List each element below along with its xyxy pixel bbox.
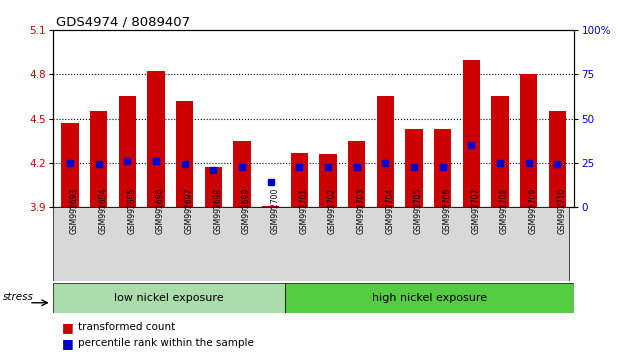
Text: GSM992704: GSM992704 bbox=[385, 188, 394, 234]
Text: high nickel exposure: high nickel exposure bbox=[372, 293, 487, 303]
Text: transformed count: transformed count bbox=[78, 322, 175, 332]
Bar bbox=[90, 111, 107, 207]
Bar bbox=[434, 129, 451, 207]
Text: stress: stress bbox=[3, 292, 34, 302]
Text: GSM992695: GSM992695 bbox=[127, 188, 136, 234]
Text: GSM992705: GSM992705 bbox=[414, 188, 423, 234]
Text: ■: ■ bbox=[62, 321, 74, 334]
Bar bbox=[285, 283, 574, 313]
Bar bbox=[377, 96, 394, 207]
Bar bbox=[61, 123, 79, 207]
Bar bbox=[291, 153, 308, 207]
Bar bbox=[176, 101, 193, 207]
Text: GSM992701: GSM992701 bbox=[299, 188, 308, 234]
Text: GSM992708: GSM992708 bbox=[500, 188, 509, 234]
Text: GSM992693: GSM992693 bbox=[70, 188, 79, 234]
Text: GSM992700: GSM992700 bbox=[271, 188, 279, 234]
Bar bbox=[205, 167, 222, 207]
Text: ■: ■ bbox=[62, 337, 74, 350]
Bar bbox=[233, 141, 250, 207]
Bar bbox=[491, 96, 509, 207]
Bar bbox=[548, 111, 566, 207]
Text: GSM992699: GSM992699 bbox=[242, 188, 251, 234]
Text: low nickel exposure: low nickel exposure bbox=[114, 293, 224, 303]
Bar bbox=[520, 74, 537, 207]
Bar bbox=[406, 129, 422, 207]
Text: GSM992697: GSM992697 bbox=[184, 188, 194, 234]
Text: GSM992707: GSM992707 bbox=[471, 188, 480, 234]
Text: GSM992696: GSM992696 bbox=[156, 188, 165, 234]
Bar bbox=[348, 141, 365, 207]
Bar bbox=[463, 59, 480, 207]
Bar bbox=[53, 283, 285, 313]
Text: percentile rank within the sample: percentile rank within the sample bbox=[78, 338, 253, 348]
Text: GSM992702: GSM992702 bbox=[328, 188, 337, 234]
Bar bbox=[147, 72, 165, 207]
Bar bbox=[119, 96, 136, 207]
Text: GSM992709: GSM992709 bbox=[528, 188, 538, 234]
Text: GDS4974 / 8089407: GDS4974 / 8089407 bbox=[56, 16, 190, 29]
Text: GSM992703: GSM992703 bbox=[356, 188, 366, 234]
Bar bbox=[262, 206, 279, 207]
Text: GSM992694: GSM992694 bbox=[99, 188, 107, 234]
Text: GSM992706: GSM992706 bbox=[443, 188, 451, 234]
Text: GSM992698: GSM992698 bbox=[213, 188, 222, 234]
Bar bbox=[319, 154, 337, 207]
Text: GSM992710: GSM992710 bbox=[557, 188, 566, 234]
